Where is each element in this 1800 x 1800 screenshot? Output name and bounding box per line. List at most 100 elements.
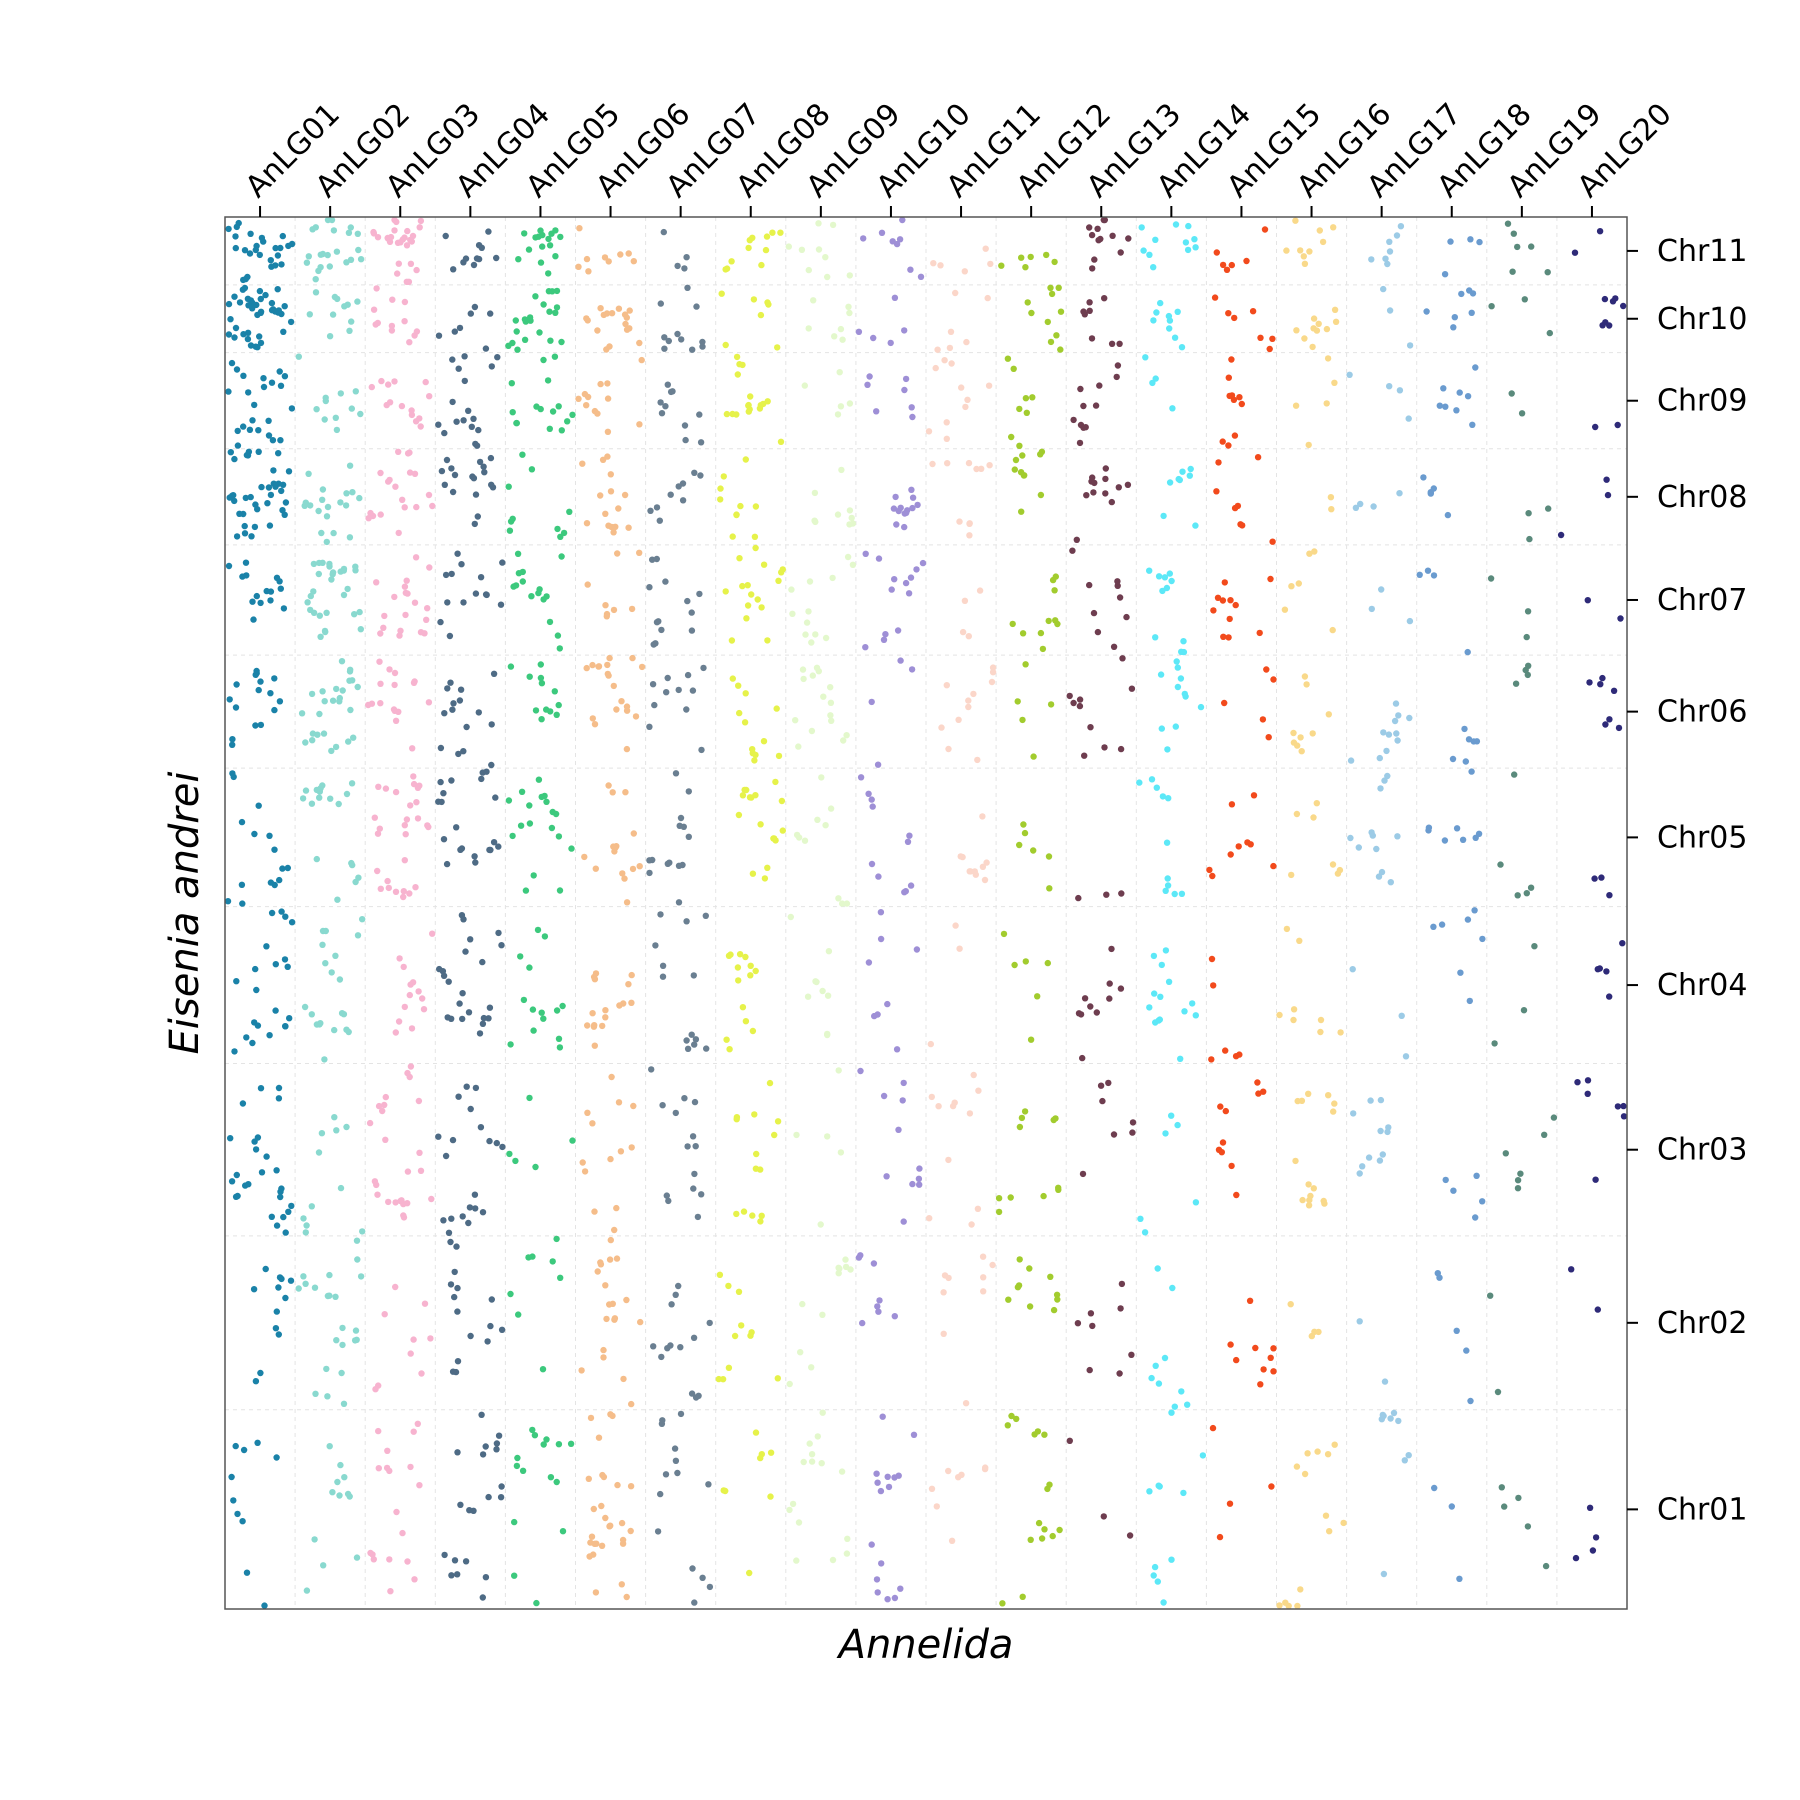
- synteny-point: [352, 567, 359, 574]
- synteny-point: [1116, 340, 1123, 347]
- synteny-point: [392, 1283, 399, 1291]
- synteny-point: [267, 491, 275, 499]
- synteny-point: [822, 634, 830, 642]
- synteny-point: [414, 784, 422, 791]
- synteny-point: [1082, 424, 1089, 431]
- synteny-point: [1324, 1451, 1332, 1458]
- synteny-point: [965, 633, 972, 640]
- synteny-point: [408, 1025, 416, 1032]
- synteny-point: [331, 1114, 338, 1121]
- synteny-point: [1102, 465, 1110, 472]
- synteny-point: [1521, 296, 1529, 303]
- synteny-point: [865, 959, 873, 966]
- synteny-point: [463, 723, 470, 731]
- synteny-point: [1087, 1310, 1095, 1317]
- synteny-point: [754, 596, 761, 603]
- synteny-point: [1517, 1170, 1524, 1177]
- synteny-point: [1009, 620, 1016, 628]
- synteny-point: [305, 253, 312, 260]
- synteny-point: [521, 336, 529, 343]
- synteny-point: [241, 247, 249, 254]
- synteny-point: [1305, 441, 1312, 449]
- synteny-point: [288, 919, 296, 926]
- synteny-point: [600, 1354, 607, 1361]
- synteny-point: [1386, 383, 1393, 390]
- synteny-point: [251, 1019, 258, 1026]
- synteny-point: [284, 963, 291, 970]
- synteny-point: [1222, 1047, 1229, 1054]
- synteny-point: [278, 908, 285, 915]
- synteny-point: [401, 857, 408, 864]
- synteny-point: [805, 325, 812, 332]
- synteny-point: [1079, 1170, 1087, 1178]
- synteny-point: [1166, 570, 1174, 577]
- synteny-point: [636, 863, 643, 870]
- synteny-point: [1159, 793, 1167, 800]
- synteny-point: [245, 389, 252, 396]
- synteny-point: [789, 1500, 797, 1508]
- synteny-point: [1053, 332, 1060, 339]
- synteny-point: [803, 619, 811, 626]
- synteny-point: [736, 555, 743, 562]
- synteny-point: [406, 890, 413, 897]
- synteny-point: [519, 1467, 527, 1475]
- synteny-point: [495, 1432, 503, 1439]
- synteny-point: [876, 1297, 883, 1304]
- synteny-point: [1113, 373, 1120, 381]
- synteny-point: [332, 414, 339, 421]
- synteny-point: [700, 664, 707, 672]
- synteny-point: [1108, 498, 1116, 506]
- synteny-point: [531, 1432, 539, 1439]
- synteny-point: [842, 1263, 850, 1271]
- synteny-point: [749, 746, 756, 753]
- synteny-point: [519, 451, 526, 458]
- synteny-point: [611, 1226, 618, 1234]
- synteny-point: [747, 972, 754, 979]
- synteny-point: [808, 727, 816, 735]
- synteny-point: [659, 973, 667, 980]
- synteny-point: [750, 296, 758, 303]
- synteny-point: [694, 1213, 702, 1221]
- synteny-point: [1598, 874, 1605, 881]
- synteny-point: [1255, 1090, 1262, 1097]
- synteny-point: [1617, 615, 1624, 622]
- synteny-point: [1380, 1570, 1388, 1578]
- synteny-point: [244, 329, 252, 336]
- synteny-point: [1469, 290, 1477, 297]
- synteny-point: [659, 1417, 666, 1424]
- synteny-point: [348, 780, 356, 787]
- synteny-point: [1235, 843, 1242, 850]
- synteny-point: [1466, 997, 1474, 1005]
- synteny-point: [677, 814, 685, 822]
- synteny-point: [227, 316, 234, 323]
- synteny-point: [377, 630, 384, 637]
- synteny-point: [629, 654, 636, 662]
- synteny-point: [800, 1458, 807, 1466]
- synteny-point: [1152, 634, 1159, 641]
- synteny-point: [455, 1093, 462, 1100]
- synteny-point: [956, 945, 963, 952]
- synteny-point: [581, 390, 589, 398]
- synteny-point: [653, 504, 661, 511]
- synteny-point: [1609, 298, 1617, 305]
- synteny-point: [1227, 851, 1234, 858]
- synteny-point: [880, 1092, 888, 1100]
- synteny-point: [767, 1449, 775, 1456]
- synteny-point: [488, 761, 495, 769]
- synteny-point: [324, 503, 332, 511]
- synteny-point: [652, 640, 659, 647]
- synteny-point: [660, 228, 667, 236]
- synteny-point: [1571, 249, 1579, 256]
- synteny-point: [1066, 692, 1073, 700]
- synteny-point: [1599, 674, 1606, 682]
- synteny-point: [1081, 311, 1089, 318]
- synteny-point: [407, 1463, 414, 1471]
- synteny-point: [454, 1284, 461, 1292]
- synteny-point: [1514, 243, 1521, 251]
- synteny-point: [657, 399, 664, 406]
- synteny-point: [1468, 309, 1475, 316]
- synteny-point: [1151, 990, 1158, 997]
- synteny-point: [417, 423, 424, 430]
- synteny-point: [689, 687, 697, 694]
- synteny-point: [1352, 504, 1360, 511]
